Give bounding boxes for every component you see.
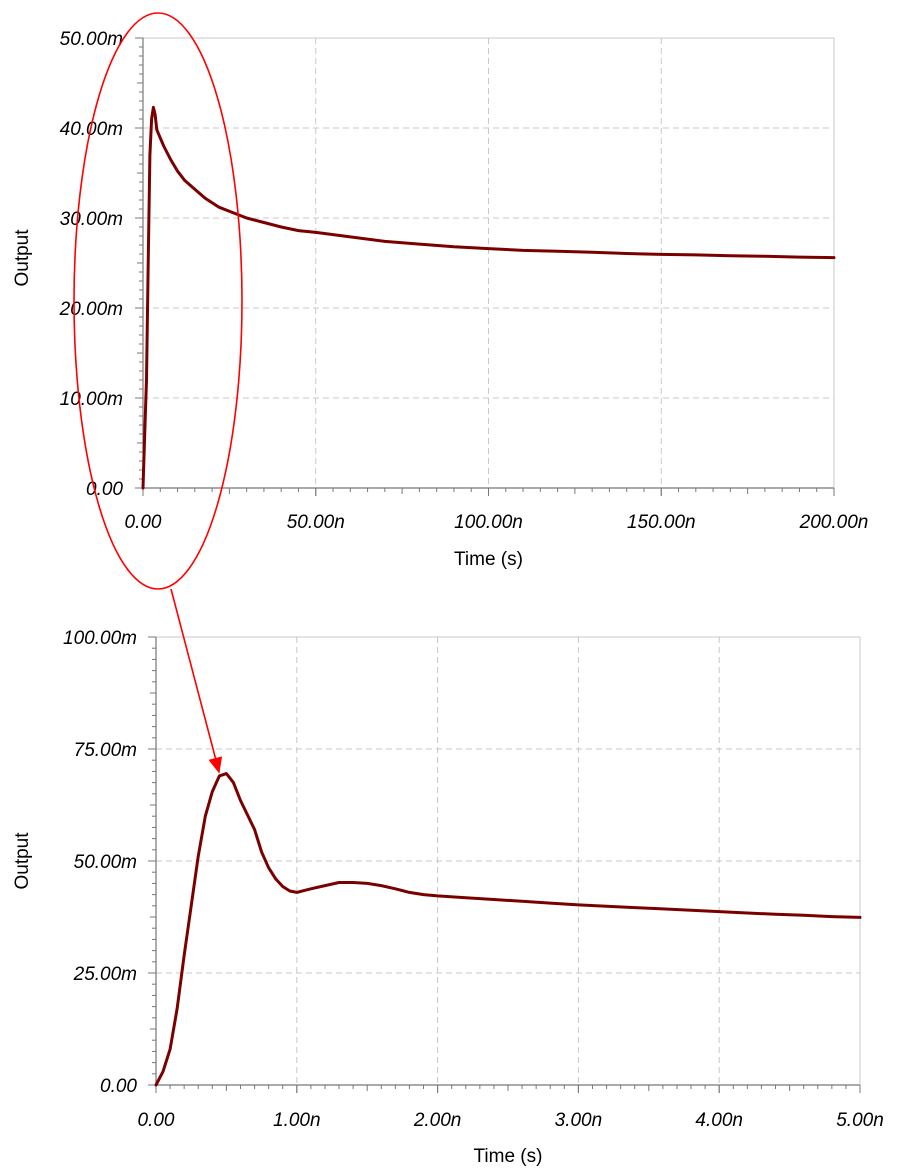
- zoom-arrow-head: [208, 756, 223, 774]
- top-x-tick-label: 200.00n: [799, 512, 869, 533]
- top-y-tick-label: 0.00: [86, 479, 123, 500]
- bottom-series-line: [154, 772, 862, 1087]
- top-x-tick-label: 0.00: [125, 512, 162, 533]
- bottom-x-axis-title: Time (s): [474, 1146, 543, 1167]
- bottom-y-axis-title: Output: [12, 832, 33, 890]
- top-x-tick-label: 100.00n: [454, 512, 523, 533]
- bottom-x-tick-label: 3.00n: [555, 1110, 603, 1131]
- top-y-tick-label: 10.00m: [60, 389, 123, 410]
- top-y-tick-label: 20.00m: [59, 299, 123, 320]
- bottom-grid: [156, 636, 861, 1085]
- bottom-x-tick-label: 1.00n: [273, 1110, 321, 1131]
- zoom-annotation: [73, 12, 243, 774]
- bottom-x-tick-label: 4.00n: [695, 1110, 743, 1131]
- bottom-x-tick-label: 5.00n: [836, 1110, 884, 1131]
- bottom-y-tick-label: 0.00: [100, 1076, 137, 1097]
- top-series-line: [141, 105, 836, 490]
- top-x-tick-label: 50.00n: [287, 512, 345, 533]
- top-y-axis-title: Output: [12, 229, 33, 287]
- bottom-chart: 0.00 1.00n 2.00n 3.00n 4.00n 5.00n 0.00 25.00m 5…: [12, 628, 884, 1167]
- bottom-y-tick-label: 75.00m: [74, 740, 137, 761]
- bottom-y-tick-label: 25.00m: [73, 964, 137, 985]
- zoom-arrow-line: [170, 588, 218, 762]
- top-y-tick-label: 30.00m: [60, 209, 123, 230]
- zoom-ellipse: [73, 12, 243, 590]
- top-x-axis-title: Time (s): [454, 549, 523, 570]
- top-grid: [143, 37, 835, 488]
- top-y-tick-label: 50.00m: [60, 29, 123, 50]
- top-chart: 0.00 50.00n 100.00n 150.00n 200.00n 0.00 10.00…: [12, 29, 868, 570]
- bottom-y-tick-label: 100.00m: [63, 628, 137, 649]
- bottom-x-tick-label: 2.00n: [413, 1110, 462, 1131]
- bottom-y-tick-label: 50.00m: [74, 852, 137, 873]
- top-x-tick-label: 150.00n: [627, 512, 696, 533]
- bottom-x-tick-label: 0.00: [138, 1110, 175, 1131]
